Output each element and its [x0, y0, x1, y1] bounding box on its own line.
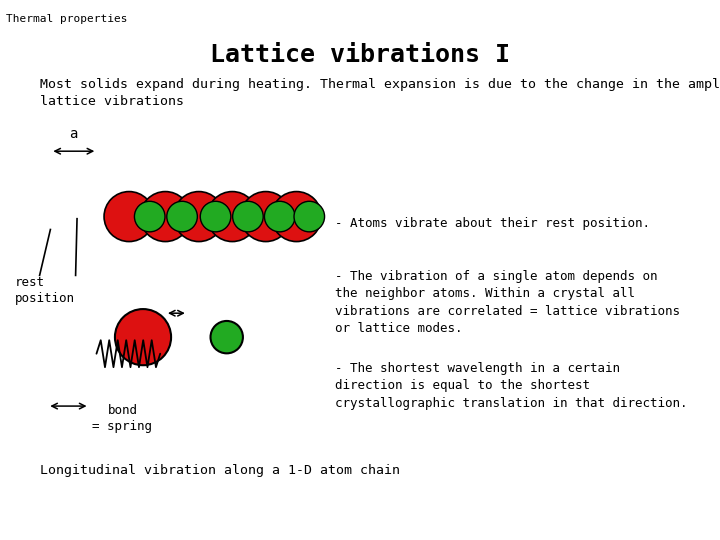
Circle shape: [115, 309, 171, 365]
Circle shape: [240, 192, 291, 241]
Text: Most solids expand during heating. Thermal expansion is due to the change in the: Most solids expand during heating. Therm…: [40, 78, 720, 109]
Circle shape: [104, 192, 154, 241]
Text: - The shortest wavelength in a certain
direction is equal to the shortest
crysta: - The shortest wavelength in a certain d…: [335, 362, 688, 410]
Text: bond
= spring: bond = spring: [92, 404, 153, 434]
Text: a: a: [70, 127, 78, 141]
Circle shape: [271, 192, 321, 241]
Circle shape: [140, 192, 190, 241]
Circle shape: [264, 201, 295, 232]
Circle shape: [294, 201, 325, 232]
Circle shape: [210, 321, 243, 353]
Text: - The vibration of a single atom depends on
the neighbor atoms. Within a crystal: - The vibration of a single atom depends…: [335, 270, 680, 335]
Circle shape: [207, 192, 257, 241]
Text: Thermal properties: Thermal properties: [6, 14, 127, 24]
Text: rest
position: rest position: [14, 276, 74, 306]
Text: Longitudinal vibration along a 1-D atom chain: Longitudinal vibration along a 1-D atom …: [40, 464, 400, 477]
Text: - Atoms vibrate about their rest position.: - Atoms vibrate about their rest positio…: [335, 217, 649, 230]
Circle shape: [233, 201, 264, 232]
Circle shape: [135, 201, 165, 232]
Circle shape: [174, 192, 224, 241]
Text: Lattice vibrations I: Lattice vibrations I: [210, 43, 510, 67]
Circle shape: [200, 201, 231, 232]
Circle shape: [167, 201, 197, 232]
